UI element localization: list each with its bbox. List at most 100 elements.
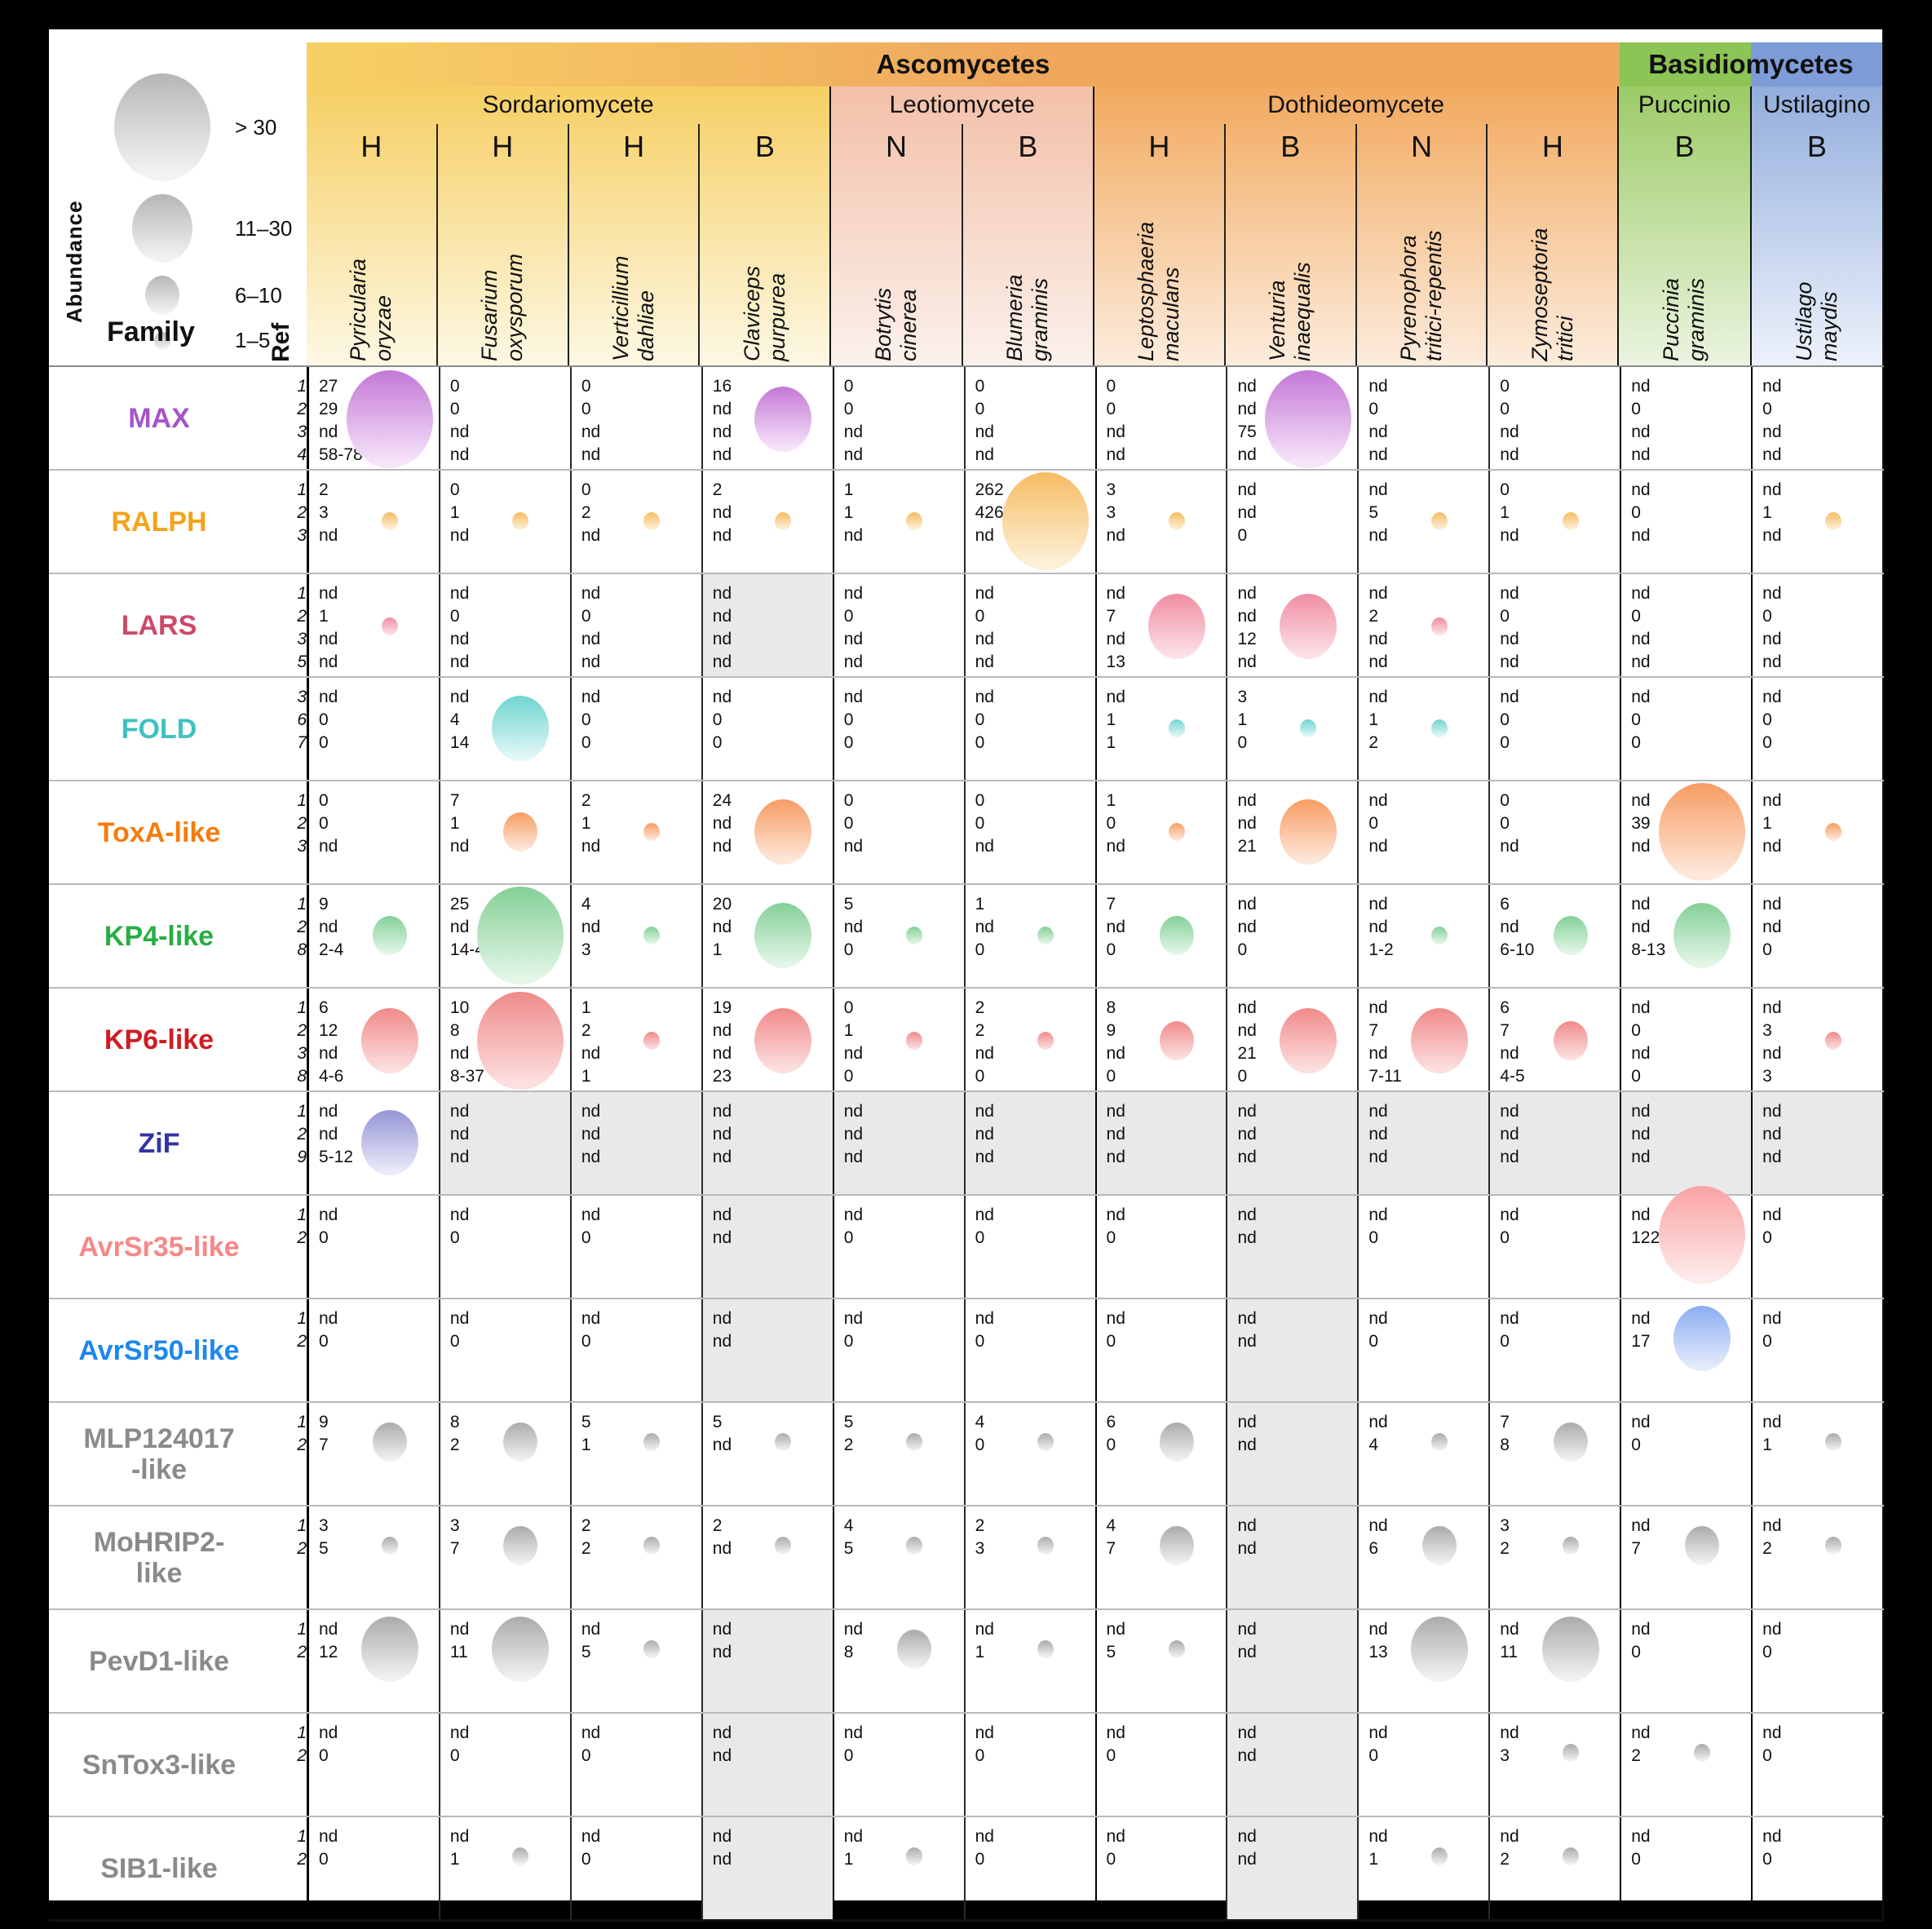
cell-MoHRIP2-like-pyricularia: 3 5 — [307, 1506, 439, 1608]
lifestyle-letter: H — [492, 130, 514, 163]
cell-values: 0 0 nd — [319, 791, 338, 856]
species-column-ustilago: B Ustilago maydis — [1752, 124, 1882, 365]
cell-RALPH-puccinia: nd 0 nd — [1620, 471, 1751, 573]
cell-values: nd 2 nd nd — [1368, 584, 1388, 671]
cell-values: 2 2 nd 0 — [975, 998, 994, 1086]
cell-KP4-like-venturia: nd nd 0 — [1226, 885, 1357, 987]
cell-values: nd 0 nd nd — [975, 584, 994, 671]
species-column-botrytis: N Botrytis cinerea — [831, 124, 961, 365]
cell-AvrSr35-like-claviceps: nd nd — [701, 1196, 833, 1298]
cell-AvrSr35-like-fusarium: nd 0 — [438, 1196, 570, 1298]
cell-MAX-verticillium: 0 0 nd nd — [569, 367, 701, 469]
cell-values: 2 nd — [712, 1516, 732, 1558]
cell-values: nd 0 — [1106, 1827, 1125, 1869]
cell-KP4-like-leptosphaeria: 7 nd 0 — [1094, 885, 1227, 987]
cell-values: nd 0 — [1106, 1723, 1125, 1765]
cell-PevD1-like-blumeria: nd 1 — [963, 1610, 1095, 1712]
cell-values: nd 0 nd nd — [1631, 377, 1651, 464]
cell-ToxA-like-leptosphaeria: 1 0 nd — [1094, 781, 1227, 883]
cell-SIB1-like-venturia: nd nd — [1226, 1817, 1358, 1919]
class-group-columns: H Pyricularia oryzae H Fusarium oxysporum H V… — [307, 124, 829, 365]
class-name: Sordariomycete — [482, 91, 654, 118]
cell-values: nd 0 0 — [1500, 688, 1519, 752]
cell-values: nd nd nd — [975, 1102, 994, 1166]
cell-ZiF-pyricularia: nd nd 5-12 — [307, 1092, 439, 1194]
class-group-columns: H Leptosphaeria maculans B Venturia inaequa… — [1094, 124, 1617, 365]
cell-PevD1-like-pyrenophora: nd 13 — [1357, 1610, 1488, 1712]
cell-AvrSr35-like-verticillium: nd 0 — [569, 1196, 701, 1298]
class-group-columns: B Ustilago maydis — [1752, 124, 1882, 365]
lifestyle-letter: B — [1806, 130, 1827, 163]
family-row-SnTox3-like: SnTox3-like 1 2 nd 0 nd 0 nd 0 nd nd nd 0 nd 0 n… — [49, 1712, 1885, 1816]
cell-RALPH-fusarium: 0 1 nd — [438, 471, 570, 573]
lifestyle-letter: N — [886, 130, 907, 163]
cell-values: nd 1 — [1762, 1413, 1782, 1454]
class-name: Dothideomycete — [1267, 91, 1445, 118]
cell-values: nd 0 nd nd — [1500, 584, 1519, 671]
family-row-PevD1-like: PevD1-like 1 2 nd 12 nd 11 nd 5 nd nd nd 8 nd 1… — [49, 1608, 1885, 1712]
ref-numbers: 1 2 3 — [297, 480, 307, 545]
abundance-circle-icon — [114, 73, 210, 181]
cell-LARS-puccinia: nd 0 nd nd — [1620, 574, 1751, 676]
cell-RALPH-pyricularia: 2 3 nd — [307, 471, 439, 573]
cell-SnTox3-like-pyrenophora: nd 0 — [1357, 1714, 1488, 1816]
cell-MAX-venturia: nd nd 75 nd — [1226, 367, 1357, 469]
cell-values: nd 0 — [1631, 1827, 1651, 1869]
cell-values: 20 nd 1 — [712, 895, 732, 959]
cell-MAX-botrytis: 0 0 nd nd — [832, 367, 964, 469]
cell-AvrSr50-like-venturia: nd nd — [1226, 1299, 1358, 1401]
cell-values: nd 0 0 — [319, 688, 338, 752]
cell-values: nd 3 nd 3 — [1762, 998, 1782, 1086]
cell-AvrSr50-like-botrytis: nd 0 — [832, 1299, 964, 1401]
ref-numbers: 1 2 9 — [297, 1102, 307, 1166]
cell-values: nd nd 75 nd — [1237, 377, 1257, 464]
cell-SIB1-like-botrytis: nd 1 — [832, 1817, 964, 1919]
cell-FOLD-zymoseptoria: nd 0 0 — [1488, 678, 1620, 780]
species-name-cell: Pyrenophora tritici-repentis — [1357, 170, 1487, 365]
family-row-LARS: LARS 1 2 3 5 nd 1 nd nd nd 0 nd nd nd 0 nd n… — [49, 573, 1885, 676]
class-name: Ustilagino — [1762, 91, 1871, 118]
cell-FOLD-ustilago: nd 0 0 — [1751, 678, 1885, 780]
cell-FOLD-leptosphaeria: nd 1 1 — [1094, 678, 1227, 780]
cell-RALPH-venturia: nd nd 0 — [1226, 471, 1357, 573]
cell-KP4-like-ustilago: nd nd 0 — [1751, 885, 1885, 987]
cell-values: nd 12 — [319, 1620, 338, 1661]
cell-SnTox3-like-verticillium: nd 0 — [569, 1714, 701, 1816]
cell-values: nd 13 — [1368, 1620, 1388, 1661]
cell-KP4-like-claviceps: 20 nd 1 — [701, 885, 833, 987]
cell-AvrSr35-like-leptosphaeria: nd 0 — [1094, 1196, 1227, 1298]
lifestyle-letter: B — [754, 130, 775, 163]
cell-SnTox3-like-botrytis: nd 0 — [832, 1714, 964, 1816]
family-label: SnTox3-like — [82, 1749, 237, 1781]
cell-values: 4 nd 3 — [581, 895, 601, 959]
lifestyle-letter: H — [1148, 130, 1170, 163]
cell-values: nd 3 — [1500, 1723, 1519, 1765]
species-column-leptosphaeria: H Leptosphaeria maculans — [1094, 124, 1224, 365]
ref-numbers: 1 2 — [297, 1620, 307, 1661]
cell-MAX-puccinia: nd 0 nd nd — [1620, 367, 1751, 469]
cell-MLP124017-like-fusarium: 8 2 — [438, 1403, 570, 1505]
abundance-size-legend: > 30 11–30 6–10 1–5 — [101, 73, 292, 353]
cell-values: nd nd 5-12 — [319, 1102, 354, 1166]
cell-values: 7 8 — [1500, 1413, 1510, 1454]
cell-LARS-zymoseptoria: nd 0 nd nd — [1488, 574, 1620, 676]
cell-values: nd 8 — [843, 1620, 864, 1661]
legend-size-label: > 30 — [235, 114, 277, 139]
cell-SIB1-like-verticillium: nd 0 — [569, 1817, 701, 1919]
cell-MoHRIP2-like-blumeria: 2 3 — [963, 1506, 1095, 1608]
cell-values: nd 0 — [1631, 1620, 1651, 1661]
cell-ZiF-puccinia: nd nd nd — [1620, 1092, 1752, 1194]
cell-ToxA-like-claviceps: 24 nd nd — [701, 781, 833, 883]
cell-KP6-like-claviceps: 19 nd nd 23 — [701, 989, 833, 1091]
class-row: Sordariomycete H Pyricularia oryzae H Fusari… — [307, 86, 1882, 365]
cell-values: nd nd nd — [1631, 1102, 1651, 1166]
abundance-axis-label: Abundance — [62, 200, 86, 323]
cell-values: 25 nd 14-44 — [449, 895, 494, 959]
cell-SnTox3-like-venturia: nd nd — [1226, 1714, 1358, 1816]
cell-values: nd 5 — [1106, 1620, 1125, 1661]
cell-values: nd 0 — [319, 1827, 338, 1869]
cell-SnTox3-like-fusarium: nd 0 — [438, 1714, 570, 1816]
cell-values: 0 0 nd nd — [581, 377, 601, 464]
cell-values: nd nd — [1237, 1723, 1257, 1765]
species-name-cell: Botrytis cinerea — [831, 170, 961, 365]
